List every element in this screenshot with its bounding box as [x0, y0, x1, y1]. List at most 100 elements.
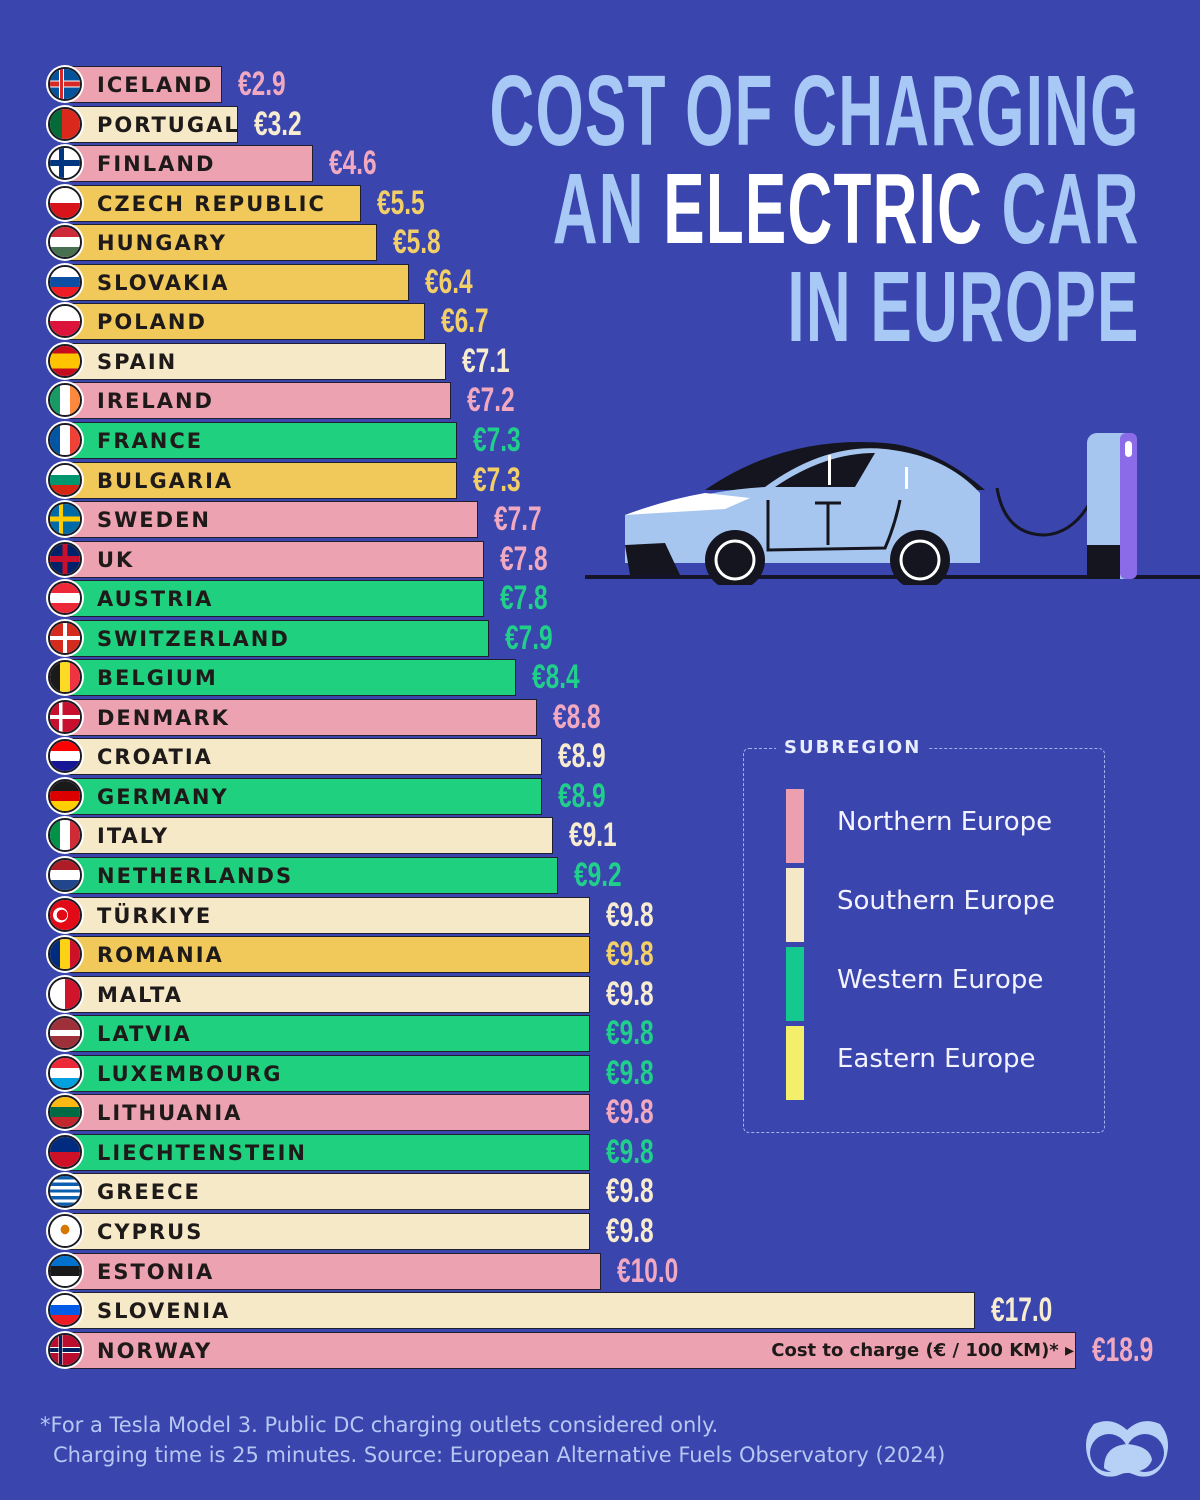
- country-label: BULGARIA: [97, 468, 234, 493]
- bar: [68, 184, 361, 222]
- value-label: €9.8: [606, 1132, 654, 1171]
- value-label: €8.9: [558, 737, 606, 776]
- value-label: €9.8: [606, 895, 654, 934]
- bar: [68, 659, 516, 697]
- belgium-flag-icon: [48, 660, 82, 695]
- lithuania-flag-icon: [48, 1095, 82, 1130]
- value-label: €9.8: [606, 1093, 654, 1132]
- bar: [68, 857, 559, 894]
- germany-flag-icon: [48, 778, 82, 813]
- poland-flag-icon: [48, 304, 82, 339]
- country-label: PORTUGAL: [97, 112, 240, 137]
- bar: [68, 1094, 591, 1132]
- denmark-flag-icon: [48, 699, 82, 734]
- iceland-flag-icon: [48, 67, 82, 101]
- bar: [68, 1212, 591, 1250]
- turkiye-flag-icon: [48, 897, 82, 932]
- bulgaria-flag-icon: [48, 462, 82, 497]
- bar: [68, 145, 313, 183]
- title-an: AN: [553, 153, 664, 265]
- country-label: UK: [97, 547, 135, 572]
- legend-title: SUBREGION: [776, 737, 930, 758]
- legend-swatch-southern: [786, 868, 804, 942]
- bar: [68, 698, 537, 736]
- legend-label: Southern Europe: [837, 886, 1055, 916]
- country-label: MALTA: [97, 982, 184, 1007]
- value-label: €9.8: [606, 1211, 654, 1250]
- netherlands-flag-icon: [48, 858, 82, 892]
- country-label: CYPRUS: [97, 1219, 204, 1244]
- bar: [68, 936, 591, 974]
- bar: [68, 738, 543, 776]
- value-label: €8.9: [558, 776, 606, 815]
- value-label: €5.8: [392, 223, 441, 262]
- norway-flag-icon: [48, 1332, 82, 1367]
- legend-swatch-western: [786, 947, 804, 1021]
- value-label: €9.2: [574, 856, 622, 894]
- latvia-flag-icon: [48, 1016, 82, 1051]
- hungary-flag-icon: [48, 225, 82, 260]
- country-label: LIECHTENSTEIN: [97, 1140, 307, 1165]
- country-label: ICELAND: [97, 73, 214, 97]
- country-label: SLOVAKIA: [97, 270, 230, 295]
- country-label: GERMANY: [97, 784, 229, 809]
- country-label: SWEDEN: [97, 508, 211, 533]
- country-label: LITHUANIA: [97, 1101, 243, 1126]
- value-label: €7.2: [467, 381, 516, 420]
- footnote-line-1: *For a Tesla Model 3. Public DC charging…: [40, 1413, 719, 1437]
- value-label: €9.8: [606, 1053, 654, 1092]
- value-label: €7.1: [462, 341, 510, 380]
- value-label: €8.4: [531, 658, 580, 697]
- country-label: DENMARK: [97, 705, 230, 730]
- bar: [68, 382, 452, 420]
- bar: [68, 1133, 591, 1171]
- country-label: BELGIUM: [97, 666, 218, 691]
- uk-flag-icon: [48, 541, 82, 576]
- country-label: LATVIA: [97, 1022, 192, 1047]
- axis-label: Cost to charge (€ / 100 KM)* ▸: [771, 1339, 1075, 1361]
- value-label: €5.5: [376, 183, 425, 222]
- legend-swatch-eastern: [786, 1026, 804, 1100]
- bar: [68, 975, 591, 1013]
- romania-flag-icon: [48, 937, 82, 972]
- austria-flag-icon: [48, 581, 82, 616]
- bar: [68, 263, 409, 301]
- bar: [68, 342, 447, 380]
- bar: [68, 224, 377, 262]
- bar: [68, 777, 543, 815]
- value-label: €4.6: [328, 144, 377, 183]
- value-label: €7.7: [494, 500, 542, 539]
- country-label: ROMANIA: [97, 943, 224, 968]
- slovenia-flag-icon: [48, 1293, 82, 1328]
- legend-label: Northern Europe: [837, 807, 1053, 837]
- bar: [68, 1015, 591, 1053]
- value-label: €7.3: [472, 460, 521, 499]
- value-label: €9.8: [606, 974, 654, 1013]
- bar: [68, 421, 457, 459]
- bar: [68, 105, 238, 143]
- value-label: €10.0: [617, 1251, 679, 1290]
- france-flag-icon: [48, 422, 82, 457]
- country-label: GREECE: [97, 1180, 201, 1205]
- bar: [68, 1331, 1077, 1369]
- value-label: €18.9: [1092, 1330, 1154, 1369]
- title-line-3: IN EUROPE: [787, 251, 1140, 363]
- value-label: €9.1: [568, 816, 617, 855]
- czech-flag-icon: [48, 185, 82, 220]
- country-label: NETHERLANDS: [97, 864, 294, 888]
- bar: [68, 1292, 975, 1330]
- country-label: FINLAND: [97, 152, 216, 177]
- legend-item-western: Western Europe: [786, 947, 1086, 1023]
- value-label: €7.9: [504, 618, 553, 657]
- country-label: CZECH REPUBLIC: [97, 191, 326, 216]
- bar: [68, 1054, 591, 1092]
- switzerland-flag-icon: [48, 620, 82, 655]
- value-label: €6.4: [424, 262, 473, 301]
- bar: [68, 619, 489, 657]
- title-line-1: COST OF CHARGING: [489, 55, 1140, 167]
- croatia-flag-icon: [48, 739, 82, 774]
- title-car: CAR: [983, 153, 1140, 265]
- bar: [68, 461, 457, 499]
- portugal-flag-icon: [48, 106, 82, 141]
- legend-item-southern: Southern Europe: [786, 868, 1086, 944]
